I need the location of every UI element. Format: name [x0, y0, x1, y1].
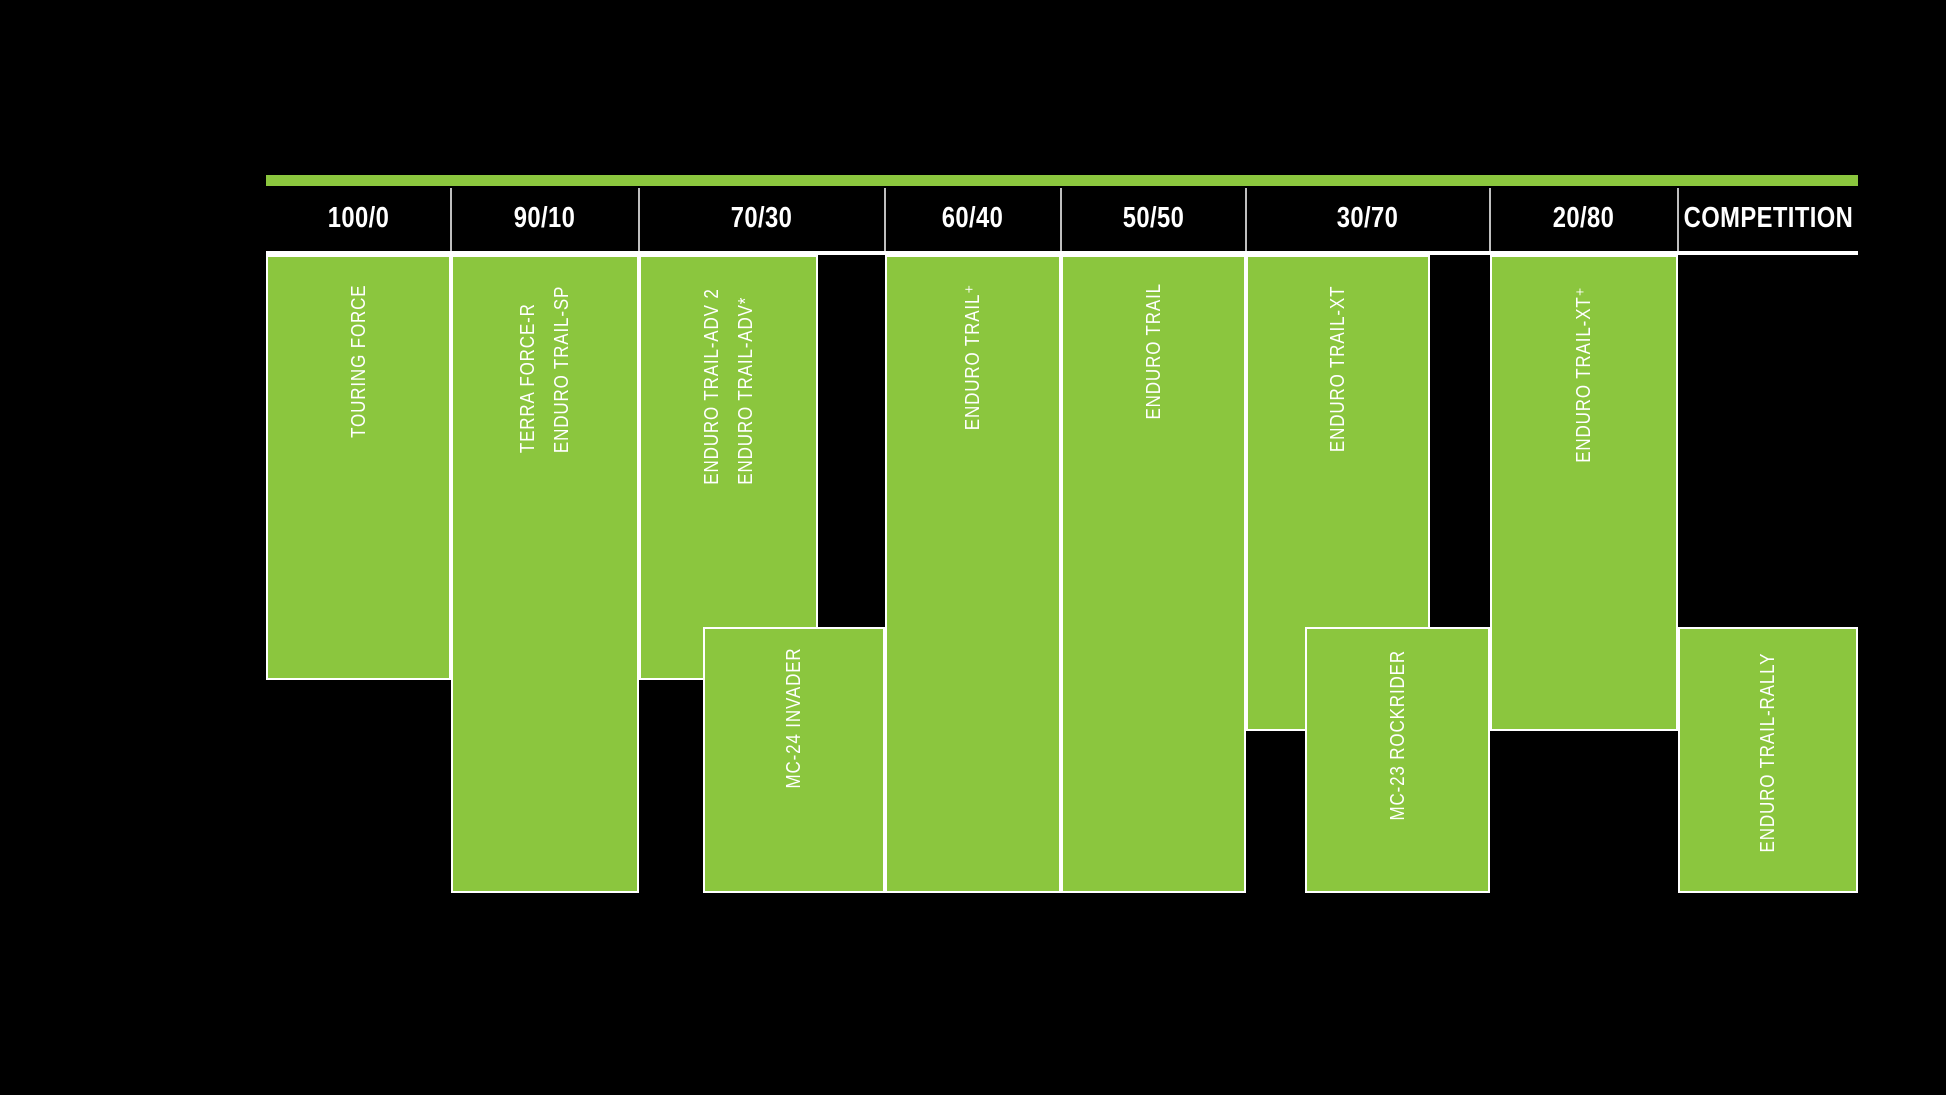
product-block-enduro-trail-adv: ENDURO TRAIL-ADV 2 ENDURO TRAIL-ADV* [639, 255, 818, 680]
column-header-50-50: 50/50 [1061, 186, 1246, 251]
header-divider [1060, 188, 1062, 251]
product-label: ENDURO TRAIL⁺ [962, 283, 984, 431]
header-divider [638, 188, 640, 251]
product-block-mc-23-rockrider: MC-23 ROCKRIDER [1305, 627, 1490, 893]
product-label: ENDURO TRAIL [1142, 283, 1165, 420]
column-header-30-70: 30/70 [1246, 186, 1490, 251]
header-divider [1245, 188, 1247, 251]
header-underline [266, 251, 1858, 255]
column-header-competition: COMPETITION [1678, 186, 1858, 251]
top-accent-bar [266, 175, 1858, 186]
product-block-enduro-trail-xt-plus: ENDURO TRAIL-XT⁺ [1490, 255, 1678, 731]
product-label: ENDURO TRAIL-XT [1327, 285, 1349, 453]
header-divider [1489, 188, 1491, 251]
product-block-mc-24-invader: MC-24 INVADER [703, 627, 885, 893]
product-block-enduro-trail: ENDURO TRAIL [1061, 255, 1246, 893]
header-divider [450, 188, 452, 251]
column-header-70-30: 70/30 [639, 186, 885, 251]
header-divider [884, 188, 886, 251]
label-wrap: MC-24 INVADER [705, 629, 883, 891]
column-header-90-10: 90/10 [451, 186, 639, 251]
column-header-label: 50/50 [1122, 202, 1185, 234]
label-wrap: ENDURO TRAIL-XT⁺ [1492, 257, 1676, 729]
label-wrap: ENDURO TRAIL-RALLY [1680, 629, 1856, 891]
label-wrap: MC-23 ROCKRIDER [1307, 629, 1488, 891]
label-wrap: ENDURO TRAIL-ADV 2 ENDURO TRAIL-ADV* [641, 257, 816, 678]
column-header-20-80: 20/80 [1490, 186, 1678, 251]
product-block-enduro-trail-plus: ENDURO TRAIL⁺ [885, 255, 1061, 893]
column-header-label: 100/0 [327, 202, 390, 234]
product-label: TOURING FORCE [347, 284, 370, 438]
product-label: ENDURO TRAIL-ADV 2 ENDURO TRAIL-ADV* [700, 288, 757, 485]
label-wrap: TOURING FORCE [268, 257, 449, 678]
product-block-terra-force-r: TERRA FORCE-R ENDURO TRAIL-SP [451, 255, 639, 893]
product-label: ENDURO TRAIL-XT⁺ [1573, 286, 1595, 463]
product-label: MC-24 INVADER [783, 647, 805, 789]
column-header-label: 30/70 [1337, 202, 1399, 234]
product-block-enduro-trail-rally: ENDURO TRAIL-RALLY [1678, 627, 1858, 893]
product-label: TERRA FORCE-R ENDURO TRAIL-SP [517, 285, 573, 454]
label-wrap: ENDURO TRAIL⁺ [887, 257, 1059, 891]
column-header-100-0: 100/0 [266, 186, 451, 251]
header-divider [1677, 188, 1679, 251]
column-header-label: 20/80 [1553, 202, 1615, 234]
column-header-label: COMPETITION [1683, 202, 1853, 234]
column-header-label: 60/40 [942, 202, 1004, 234]
product-label: ENDURO TRAIL-RALLY [1757, 652, 1779, 853]
chart-panel: 100/0 90/10 70/30 60/40 50/50 30/70 20/8… [266, 175, 1858, 895]
label-wrap: ENDURO TRAIL [1063, 257, 1244, 891]
label-wrap: TERRA FORCE-R ENDURO TRAIL-SP [453, 257, 637, 891]
product-block-touring-force: TOURING FORCE [266, 255, 451, 680]
column-header-60-40: 60/40 [885, 186, 1061, 251]
product-label: MC-23 ROCKRIDER [1386, 650, 1409, 821]
column-header-label: 90/10 [514, 202, 576, 234]
column-header-label: 70/30 [731, 202, 793, 234]
